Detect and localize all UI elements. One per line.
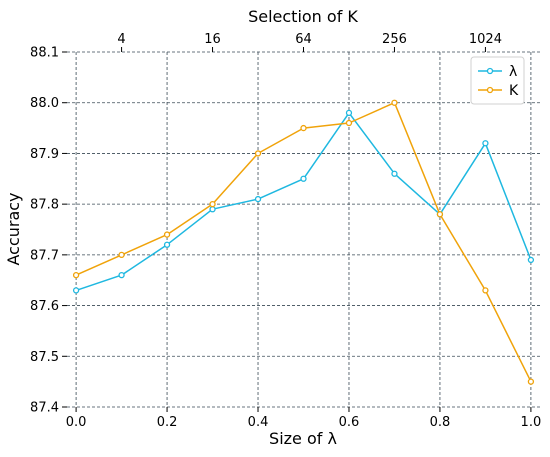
x-tick-label: 0.2 [157,415,178,430]
data-point [300,124,307,132]
x-tick-label: 0.8 [430,415,451,430]
top-x-tick-label: 4 [117,32,125,47]
x-tick-label: 0.0 [66,415,87,430]
legend-label-k: K [509,83,519,99]
data-point [72,271,80,279]
y-tick-label: 87.5 [30,350,59,365]
data-point [391,99,398,106]
data-point [72,287,80,294]
y-tick-label: 87.7 [30,248,59,263]
data-point [254,150,262,157]
top-x-tick-label: 1024 [469,32,502,47]
y-tick-label: 87.8 [30,198,59,213]
y-tick-label: 87.4 [30,401,59,416]
series-line-0 [75,112,532,292]
data-point [209,200,216,208]
legend-box [470,56,525,105]
x-tick-label: 0.4 [248,415,269,430]
x-axis-title: Size of λ [269,429,337,448]
series [72,99,535,385]
data-point [345,119,353,127]
data-point [527,256,535,264]
grid [67,51,540,408]
y-tick-label: 87.9 [30,147,59,162]
data-point [436,211,444,218]
top-axis-title: Selection of K [248,7,358,26]
data-point [527,378,535,385]
top-x-tick-label: 256 [382,32,407,47]
data-point [254,195,262,203]
legend-label-lambda: λ [509,64,517,80]
data-point [163,241,171,248]
data-point [300,175,307,182]
top-x-tick-label: 64 [295,32,312,47]
data-point [163,231,171,238]
legend-marker-lambda [486,67,494,75]
data-point [482,140,489,147]
y-axis-title: Accuracy [4,192,23,265]
data-point [118,271,125,279]
series-line-1 [75,101,532,382]
y-tick-label: 87.6 [30,299,59,314]
top-x-tick-label: 16 [204,32,221,47]
x-tick-label: 1.0 [521,415,542,430]
data-point [209,206,216,213]
data-point [482,287,489,294]
y-tick-label: 88.1 [30,46,59,61]
data-point [391,170,398,177]
legend: λ K [470,56,525,105]
data-point [118,251,125,259]
y-tick-label: 88.0 [30,96,59,111]
x-tick-label: 0.6 [339,415,360,430]
legend-marker-k [486,86,494,94]
data-point [345,109,353,117]
axes: 87.4 87.5 87.6 87.7 87.8 87.9 88.0 88.1 0.0 0.2 0.… [30,32,541,430]
